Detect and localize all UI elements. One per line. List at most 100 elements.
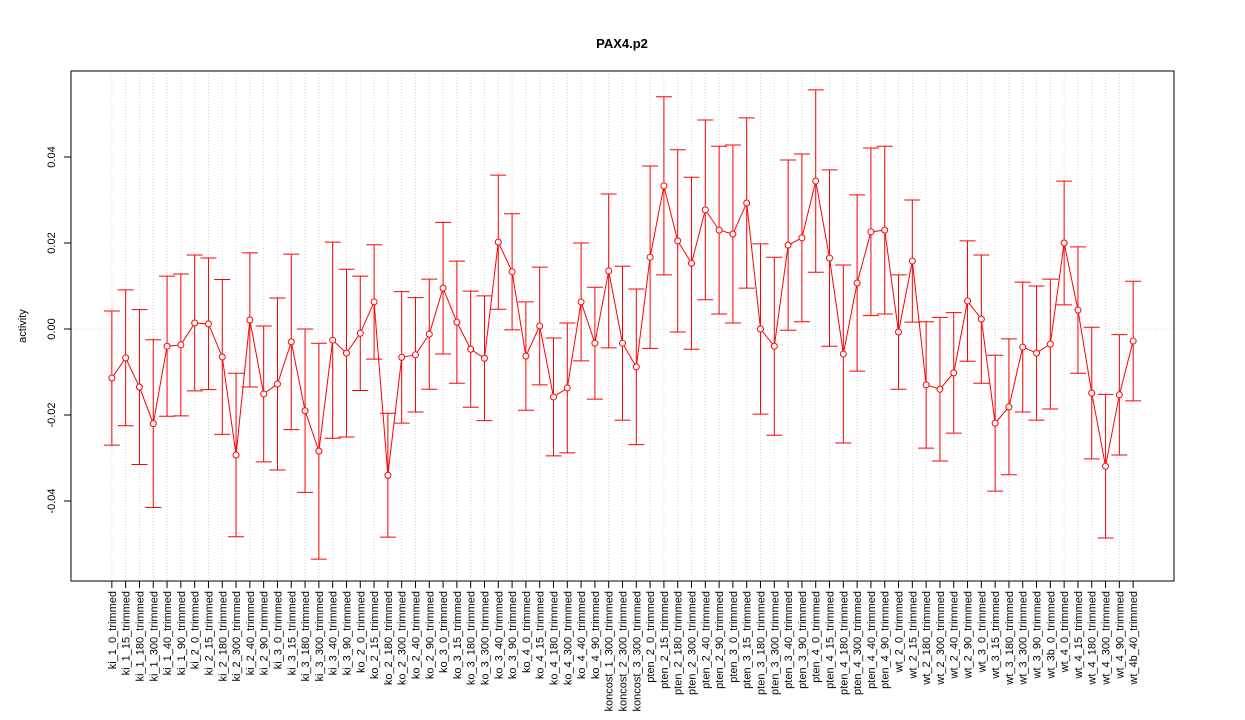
x-tick-label: ki_2_40_trimmed <box>245 591 257 675</box>
x-tick-label: wt_3b_0_trimmed <box>1045 591 1057 679</box>
x-tick-label: pten_2_90_trimmed <box>714 591 726 689</box>
y-tick-label: 0.02 <box>46 232 58 253</box>
point <box>398 353 406 361</box>
x-tick-label: ki_3_90_trimmed <box>341 591 353 675</box>
x-tick-label: ko_4_0_trimmed <box>521 591 533 673</box>
point <box>591 339 599 347</box>
x-tick-label: ko_4_180_trimmed <box>548 591 560 685</box>
x-tick-label: ki_1_15_trimmed <box>121 591 133 675</box>
x-tick-label: pten_2_40_trimmed <box>700 591 712 689</box>
point <box>315 447 323 455</box>
point <box>480 354 488 362</box>
x-tick-label: ko_3_40_trimmed <box>493 591 505 679</box>
point <box>342 349 350 357</box>
point <box>329 336 337 344</box>
x-tick-label: ko_2_15_trimmed <box>369 591 381 679</box>
point <box>577 298 585 306</box>
x-tick-label: wt_3_300_trimmed <box>1018 591 1030 686</box>
x-tick-label: ki_3_15_trimmed <box>286 591 298 675</box>
x-tick-label: ki_3_180_trimmed <box>300 591 312 682</box>
point <box>964 297 972 305</box>
point <box>1060 239 1068 247</box>
x-tick-label: pten_4_40_trimmed <box>866 591 878 689</box>
point <box>122 354 130 362</box>
point <box>232 451 240 459</box>
point <box>757 325 765 333</box>
x-tick-label: pten_2_15_trimmed <box>659 591 671 689</box>
point <box>839 350 847 358</box>
x-tick-label: wt_2_0_trimmed <box>894 591 906 673</box>
x-tick-label: pten_4_15_trimmed <box>825 591 837 689</box>
x-tick-label: ko_3_90_trimmed <box>507 591 519 679</box>
x-tick-label: ko_3_15_trimmed <box>452 591 464 679</box>
x-tick-label: wt_4_300_trimmed <box>1101 591 1113 686</box>
point <box>936 385 944 393</box>
point <box>135 383 143 391</box>
point <box>1019 343 1027 351</box>
x-tick-label: wt_3_180_trimmed <box>1004 591 1016 686</box>
x-tick-label: ko_4_300_trimmed <box>562 591 574 685</box>
point <box>260 390 268 398</box>
x-tick-label: wt_4_180_trimmed <box>1087 591 1099 686</box>
point <box>384 471 392 479</box>
point <box>1115 391 1123 399</box>
x-tick-label: ki_2_15_trimmed <box>203 591 215 675</box>
x-tick-label: pten_2_300_trimmed <box>687 591 699 695</box>
point <box>715 226 723 234</box>
x-tick-label: ki_3_0_trimmed <box>272 591 284 669</box>
point <box>108 374 116 382</box>
point <box>149 420 157 428</box>
point <box>494 238 502 246</box>
x-tick-label: pten_3_40_trimmed <box>783 591 795 689</box>
y-tick-label: 0.00 <box>46 318 58 339</box>
x-tick-label: pten_4_0_trimmed <box>811 591 823 683</box>
point <box>632 363 640 371</box>
x-tick-label: wt_2_300_trimmed <box>935 591 947 686</box>
point <box>356 329 364 337</box>
point <box>646 253 654 261</box>
x-tick-label: ko_4_40_trimmed <box>576 591 588 679</box>
point <box>273 380 281 388</box>
point <box>549 393 557 401</box>
point <box>536 322 544 330</box>
point <box>660 182 668 190</box>
point <box>1074 306 1082 314</box>
x-tick-label: pten_3_300_trimmed <box>769 591 781 695</box>
x-tick-label: ko_4_15_trimmed <box>535 591 547 679</box>
point <box>425 330 433 338</box>
x-tick-label: pten_3_15_trimmed <box>742 591 754 689</box>
point <box>1088 389 1096 397</box>
point <box>563 384 571 392</box>
x-tick-label: ki_3_40_trimmed <box>328 591 340 675</box>
point <box>729 230 737 238</box>
x-tick-label: ko_2_180_trimmed <box>383 591 395 685</box>
point <box>798 234 806 242</box>
x-tick-label: ko_3_0_trimmed <box>438 591 450 673</box>
point <box>411 351 419 359</box>
y-tick-label: -0.04 <box>46 488 58 513</box>
point <box>453 318 461 326</box>
x-tick-label: ki_1_180_trimmed <box>134 591 146 682</box>
x-tick-label: ki_2_0_trimmed <box>190 591 202 669</box>
point <box>619 339 626 347</box>
point <box>908 257 916 265</box>
x-tick-label: ki_1_0_trimmed <box>107 591 119 669</box>
x-tick-label: ko_3_300_trimmed <box>479 591 491 685</box>
x-tick-label: pten_2_180_trimmed <box>673 591 685 695</box>
point <box>991 419 999 427</box>
point <box>163 342 171 350</box>
point <box>826 254 834 262</box>
x-tick-label: ki_2_90_trimmed <box>259 591 271 675</box>
x-tick-label: wt_2_40_trimmed <box>949 591 961 679</box>
point <box>1129 337 1137 345</box>
x-tick-label: wt_4b_40_trimmed <box>1128 591 1140 686</box>
x-tick-label: ko_2_40_trimmed <box>410 591 422 679</box>
point <box>1046 340 1054 348</box>
x-tick-label: wt_4_15_trimmed <box>1073 591 1085 679</box>
x-tick-label: ko_3_180_trimmed <box>466 591 478 685</box>
x-tick-label: wt_2_15_trimmed <box>907 591 919 679</box>
point <box>204 320 212 328</box>
point <box>1033 349 1041 357</box>
